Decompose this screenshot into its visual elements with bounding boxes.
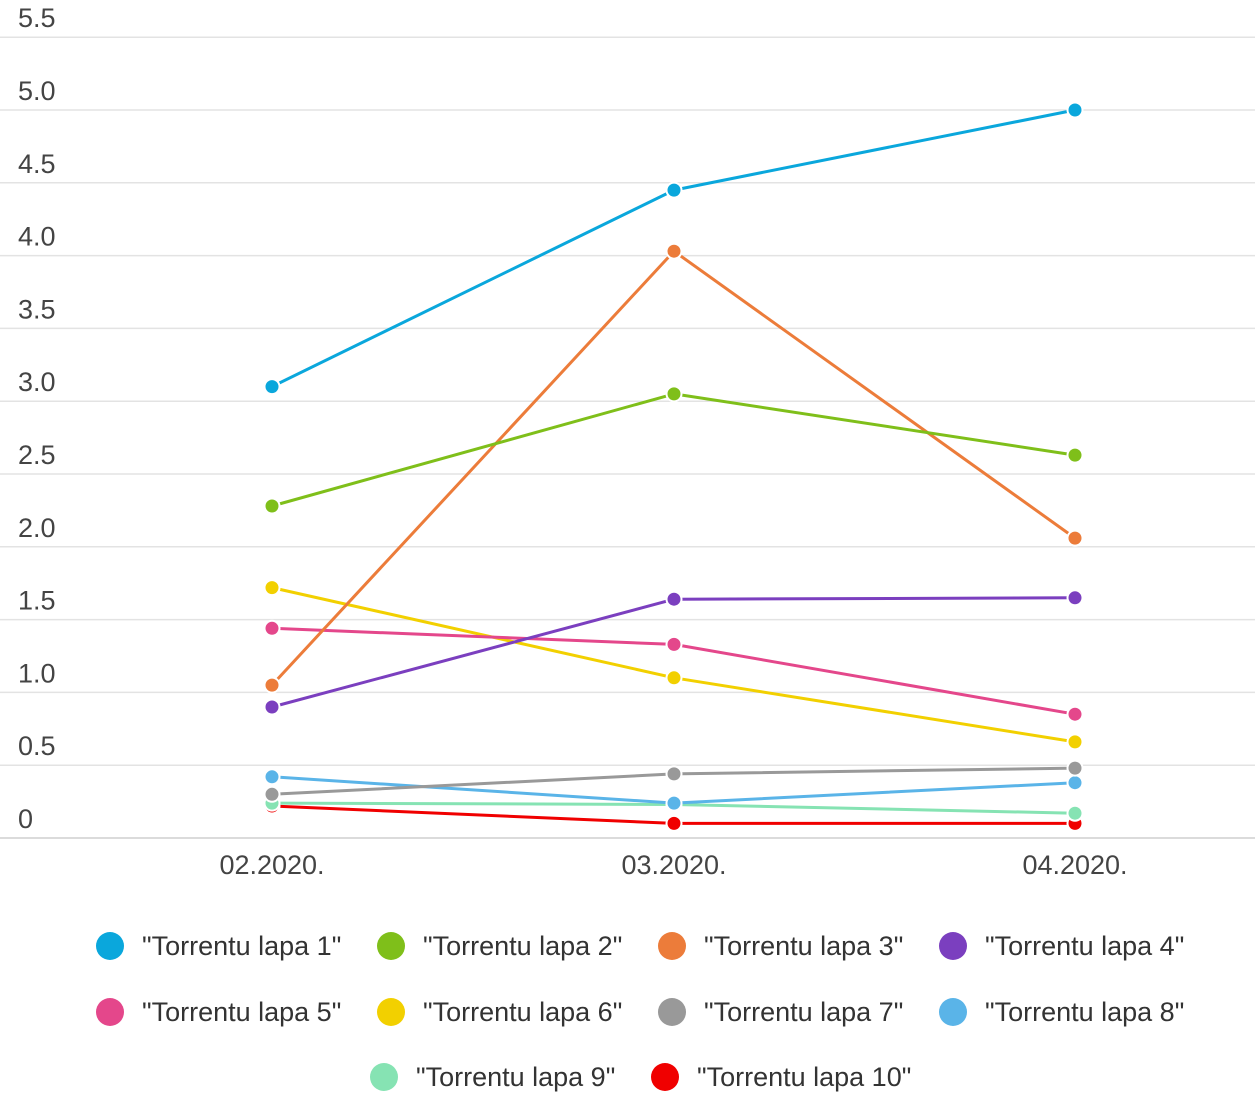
y-tick-label: 2.5 (18, 440, 56, 470)
x-tick-label: 02.2020. (219, 850, 324, 880)
data-point[interactable] (665, 669, 683, 687)
legend-swatch (651, 1063, 679, 1091)
x-tick-label: 03.2020. (621, 850, 726, 880)
legend-label: "Torrentu lapa 9" (416, 1062, 615, 1092)
legend-label: "Torrentu lapa 3" (704, 931, 903, 961)
y-tick-label: 3.0 (18, 367, 56, 397)
legend-swatch (377, 998, 405, 1026)
data-point[interactable] (1066, 589, 1084, 607)
y-tick-label: 4.0 (18, 222, 56, 252)
data-point[interactable] (665, 814, 683, 832)
data-point[interactable] (263, 785, 281, 803)
y-tick-label: 4.5 (18, 149, 56, 179)
legend-swatch (939, 932, 967, 960)
series-line (271, 586, 1076, 744)
data-point[interactable] (665, 590, 683, 608)
data-point[interactable] (1066, 101, 1084, 119)
y-tick-label: 2.0 (18, 513, 56, 543)
gridlines (0, 36, 1255, 839)
data-point[interactable] (1066, 759, 1084, 777)
data-point[interactable] (263, 768, 281, 786)
y-tick-label: 1.0 (18, 658, 56, 688)
series-lines (263, 101, 1084, 832)
series-7 (263, 759, 1084, 803)
legend-item[interactable]: "Torrentu lapa 9" (370, 1062, 615, 1092)
legend-label: "Torrentu lapa 1" (142, 931, 341, 961)
legend: "Torrentu lapa 1" "Torrentu lapa 2" "Torre… (96, 931, 1184, 1092)
y-tick-label: 1.5 (18, 586, 56, 616)
legend-swatch (96, 932, 124, 960)
legend-item[interactable]: "Torrentu lapa 4" (939, 931, 1184, 961)
data-point[interactable] (665, 181, 683, 199)
legend-item[interactable]: "Torrentu lapa 10" (651, 1062, 911, 1092)
legend-label: "Torrentu lapa 7" (704, 997, 903, 1027)
data-point[interactable] (1066, 733, 1084, 751)
data-point[interactable] (263, 698, 281, 716)
data-point[interactable] (665, 385, 683, 403)
data-point[interactable] (263, 378, 281, 396)
data-point[interactable] (263, 676, 281, 694)
legend-item[interactable]: "Torrentu lapa 5" (96, 997, 341, 1027)
data-point[interactable] (1066, 705, 1084, 723)
legend-label: "Torrentu lapa 8" (985, 997, 1184, 1027)
legend-swatch (377, 932, 405, 960)
legend-swatch (939, 998, 967, 1026)
legend-swatch (658, 998, 686, 1026)
legend-label: "Torrentu lapa 2" (423, 931, 622, 961)
series-3 (263, 242, 1084, 694)
series-4 (263, 589, 1084, 716)
series-line (271, 392, 1076, 508)
legend-swatch (370, 1063, 398, 1091)
legend-label: "Torrentu lapa 6" (423, 997, 622, 1027)
series-5 (263, 619, 1084, 723)
data-point[interactable] (665, 635, 683, 653)
data-point[interactable] (665, 242, 683, 260)
y-axis-ticks: 0 0.5 1.0 1.5 2.0 2.5 3.0 3.5 4.0 4.5 5.0 5.5 (18, 3, 56, 834)
series-6 (263, 579, 1084, 751)
legend-swatch (96, 998, 124, 1026)
legend-item[interactable]: "Torrentu lapa 3" (658, 931, 903, 961)
data-point[interactable] (665, 765, 683, 783)
legend-item[interactable]: "Torrentu lapa 7" (658, 997, 903, 1027)
legend-swatch (658, 932, 686, 960)
y-tick-label: 0 (18, 804, 33, 834)
data-point[interactable] (1066, 774, 1084, 792)
series-8 (263, 768, 1084, 812)
y-tick-label: 5.0 (18, 76, 56, 106)
data-point[interactable] (263, 619, 281, 637)
legend-label: "Torrentu lapa 10" (697, 1062, 911, 1092)
legend-item[interactable]: "Torrentu lapa 6" (377, 997, 622, 1027)
data-point[interactable] (1066, 804, 1084, 822)
data-point[interactable] (263, 579, 281, 597)
legend-label: "Torrentu lapa 5" (142, 997, 341, 1027)
y-tick-label: 3.5 (18, 294, 56, 324)
x-axis-ticks: 02.2020. 03.2020. 04.2020. (219, 850, 1127, 880)
data-point[interactable] (263, 497, 281, 515)
x-tick-label: 04.2020. (1022, 850, 1127, 880)
legend-item[interactable]: "Torrentu lapa 1" (96, 931, 341, 961)
data-point[interactable] (1066, 529, 1084, 547)
data-point[interactable] (665, 794, 683, 812)
data-point[interactable] (1066, 446, 1084, 464)
series-1 (263, 101, 1084, 396)
y-tick-label: 5.5 (18, 3, 56, 33)
legend-item[interactable]: "Torrentu lapa 8" (939, 997, 1184, 1027)
y-tick-label: 0.5 (18, 731, 56, 761)
legend-item[interactable]: "Torrentu lapa 2" (377, 931, 622, 961)
series-2 (263, 385, 1084, 515)
legend-label: "Torrentu lapa 4" (985, 931, 1184, 961)
